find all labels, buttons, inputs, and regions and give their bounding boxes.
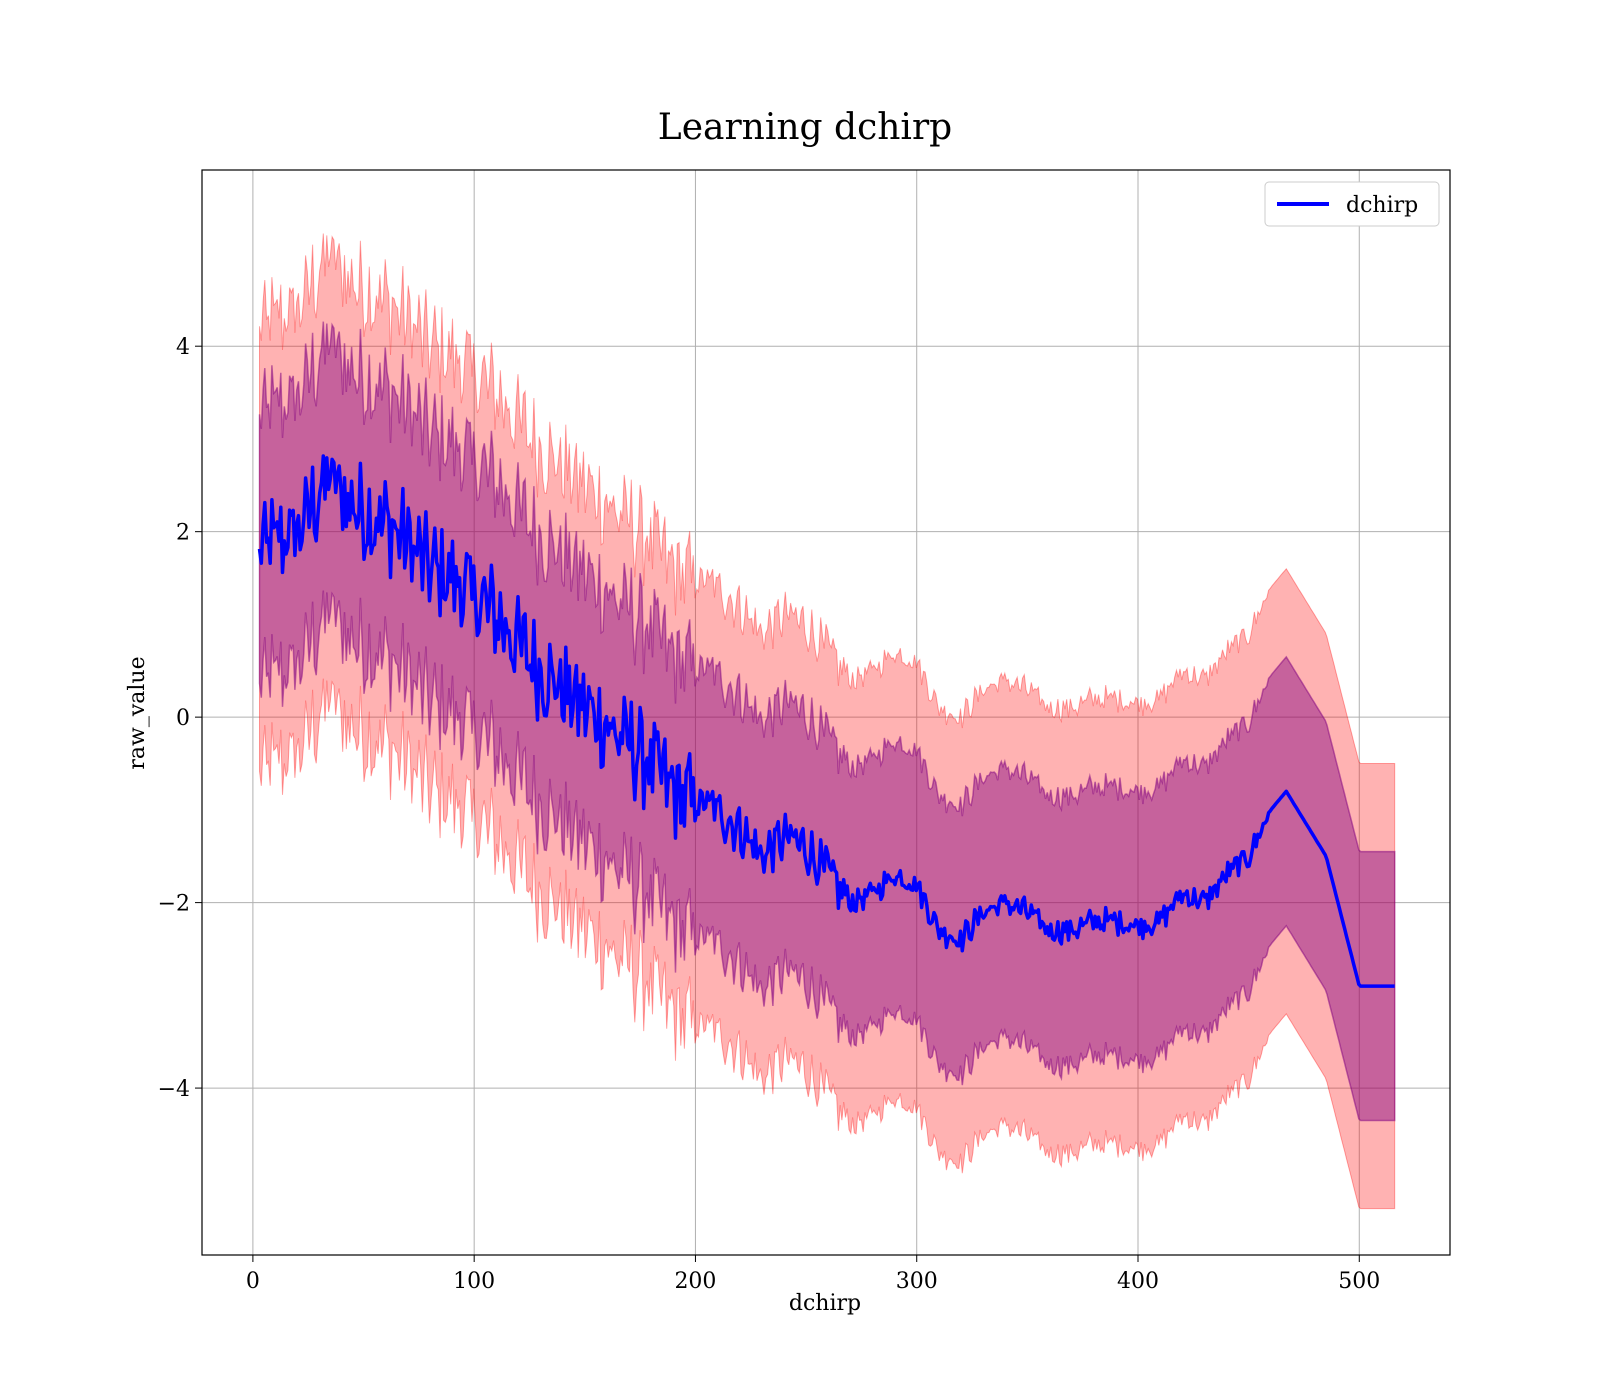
plot-frame — [201, 169, 1451, 1256]
legend: dchirp — [1264, 181, 1440, 227]
x-tick-label: 200 — [674, 1269, 716, 1294]
uncertainty-bands — [258, 233, 1396, 1210]
x-tick-label: 300 — [896, 1269, 938, 1294]
x-tick-label: 0 — [246, 1269, 260, 1294]
y-tick-label: 0 — [176, 706, 190, 731]
chart-title: Learning dchirp — [658, 107, 952, 148]
x-tick-label: 500 — [1338, 1269, 1380, 1294]
y-tick-label: −2 — [158, 892, 190, 917]
y-tick-label: 2 — [176, 521, 190, 546]
x-axis-ticks: 0 100 200 300 400 500 — [246, 1255, 1380, 1294]
x-tick-label: 400 — [1117, 1269, 1159, 1294]
y-axis-label: raw_value — [125, 656, 150, 769]
legend-box — [1264, 181, 1440, 227]
outer-band — [259, 233, 1396, 1210]
y-tick-label: 4 — [176, 335, 190, 360]
y-axis-ticks: 4 2 0 −2 −4 — [158, 335, 202, 1102]
x-tick-label: 100 — [453, 1269, 495, 1294]
y-tick-label: −4 — [158, 1077, 190, 1102]
series-line-dchirp — [257, 454, 1396, 988]
x-axis-label: dchirp — [789, 1291, 861, 1316]
legend-label-dchirp: dchirp — [1346, 193, 1418, 218]
series-lines — [257, 454, 1396, 988]
inner-band — [258, 321, 1396, 1122]
